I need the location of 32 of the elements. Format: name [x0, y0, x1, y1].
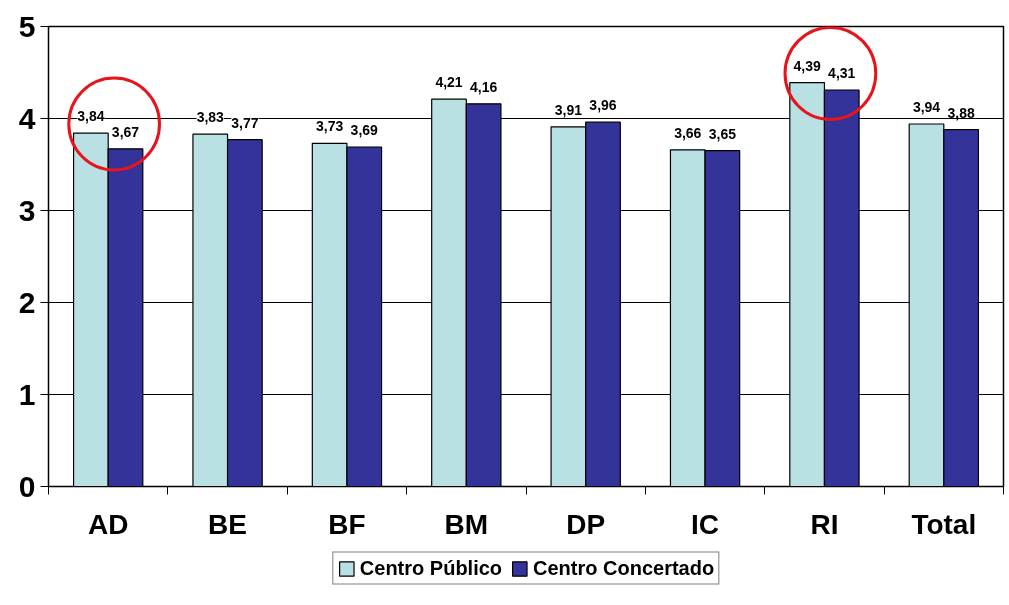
- data-label: 4,31: [828, 64, 856, 81]
- x-tick-label: BE: [208, 508, 248, 540]
- data-label: 3,91: [554, 101, 583, 118]
- y-tick-label: 0: [18, 469, 36, 503]
- data-label: 3,88: [947, 104, 975, 121]
- data-label: 3,67: [111, 123, 140, 140]
- data-label: 3,65: [708, 125, 737, 142]
- legend-label: Centro Público: [359, 556, 503, 580]
- y-tick-label: 2: [18, 285, 36, 319]
- data-label: 3,83: [196, 109, 225, 126]
- y-tick-label: 1: [18, 377, 36, 411]
- data-label: 3,69: [350, 122, 379, 139]
- x-tick-label: Total: [911, 508, 977, 540]
- data-label: 3,77: [231, 114, 259, 131]
- y-tick-label: 4: [18, 101, 36, 135]
- data-label: 3,96: [589, 97, 617, 114]
- data-label: 4,21: [435, 74, 463, 91]
- data-label: 3,84: [77, 108, 105, 125]
- x-tick-label: AD: [87, 508, 129, 540]
- x-tick-label: BF: [328, 508, 366, 540]
- data-label: 4,16: [470, 78, 498, 95]
- x-tick-label: BM: [444, 508, 489, 540]
- legend-label: Centro Concertado: [533, 556, 715, 580]
- x-tick-label: RI: [810, 508, 839, 540]
- data-label: 3,73: [316, 118, 344, 135]
- data-label: 4,39: [793, 57, 821, 74]
- data-label: 3,94: [912, 99, 941, 116]
- x-tick-label: DP: [566, 508, 606, 540]
- y-tick-label: 3: [18, 193, 36, 227]
- y-tick-label: 5: [18, 9, 36, 43]
- data-label: 3,66: [674, 124, 702, 141]
- x-tick-label: IC: [691, 508, 720, 540]
